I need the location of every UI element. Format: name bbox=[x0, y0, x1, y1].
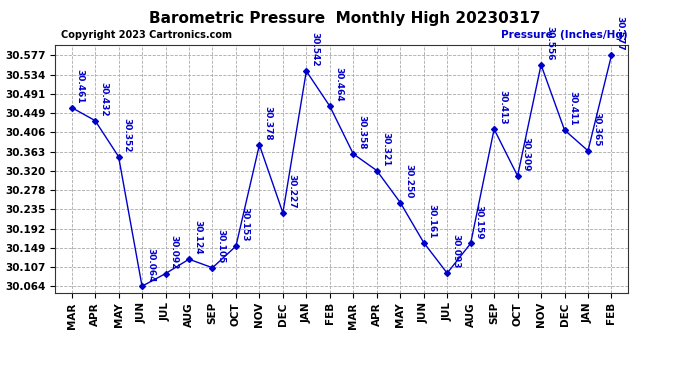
Text: 30.378: 30.378 bbox=[264, 106, 273, 141]
Text: 30.464: 30.464 bbox=[334, 67, 343, 102]
Text: 30.105: 30.105 bbox=[217, 229, 226, 264]
Text: 30.159: 30.159 bbox=[475, 205, 484, 239]
Text: 30.365: 30.365 bbox=[592, 112, 601, 147]
Text: 30.092: 30.092 bbox=[170, 235, 179, 269]
Text: 30.432: 30.432 bbox=[99, 82, 108, 116]
Text: 30.309: 30.309 bbox=[522, 137, 531, 172]
Text: 30.352: 30.352 bbox=[123, 118, 132, 152]
Text: 30.321: 30.321 bbox=[381, 132, 390, 166]
Text: 30.411: 30.411 bbox=[569, 91, 578, 126]
Text: 30.153: 30.153 bbox=[240, 207, 249, 242]
Text: Pressure  (Inches/Hg): Pressure (Inches/Hg) bbox=[501, 30, 628, 40]
Text: 30.124: 30.124 bbox=[193, 220, 202, 255]
Text: 30.161: 30.161 bbox=[428, 204, 437, 238]
Text: 30.577: 30.577 bbox=[615, 16, 624, 51]
Text: 30.093: 30.093 bbox=[451, 234, 460, 269]
Text: 30.358: 30.358 bbox=[357, 115, 366, 150]
Text: Barometric Pressure  Monthly High 20230317: Barometric Pressure Monthly High 2023031… bbox=[149, 11, 541, 26]
Text: 30.542: 30.542 bbox=[310, 32, 319, 67]
Text: 30.461: 30.461 bbox=[76, 69, 85, 104]
Text: 30.556: 30.556 bbox=[545, 26, 554, 61]
Text: 30.064: 30.064 bbox=[146, 248, 155, 282]
Text: 30.413: 30.413 bbox=[498, 90, 507, 125]
Text: Copyright 2023 Cartronics.com: Copyright 2023 Cartronics.com bbox=[61, 30, 232, 40]
Text: 30.250: 30.250 bbox=[404, 164, 413, 198]
Text: 30.227: 30.227 bbox=[287, 174, 296, 208]
